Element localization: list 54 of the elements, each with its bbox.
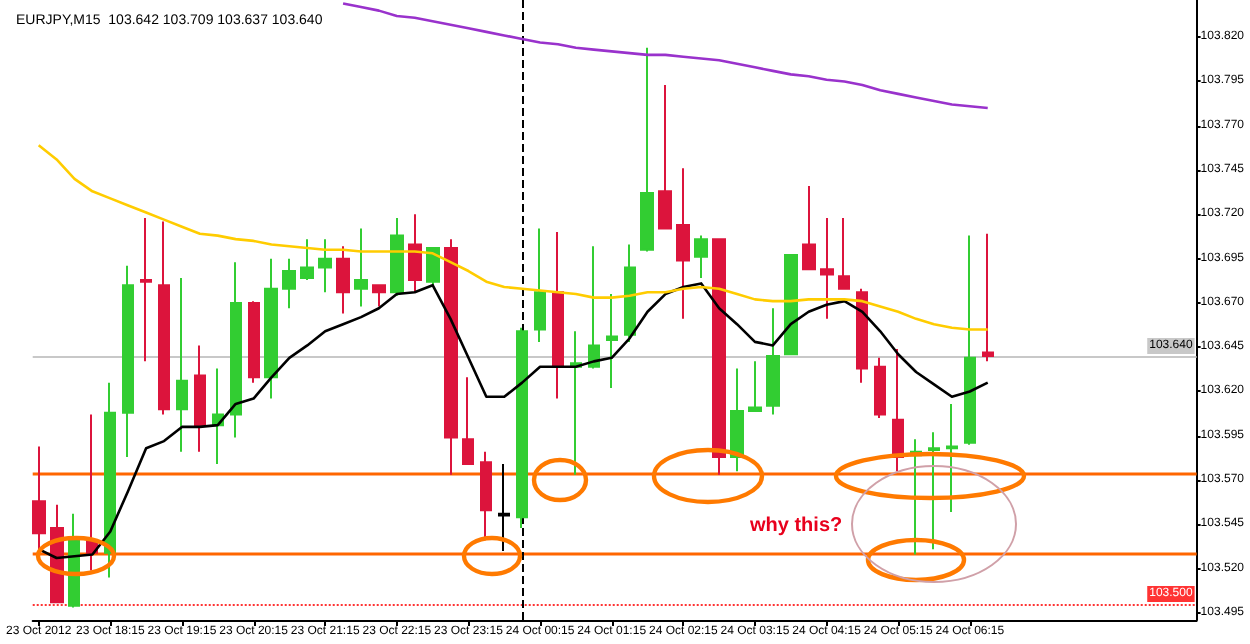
candlestick <box>892 347 904 473</box>
candlestick <box>606 293 618 389</box>
candlestick <box>856 287 868 384</box>
candlestick <box>624 243 636 343</box>
candlestick <box>86 413 98 572</box>
candlestick <box>444 238 458 476</box>
candlestick <box>480 450 492 542</box>
candlestick <box>712 238 726 476</box>
candlestick <box>230 261 242 439</box>
candlestick <box>766 307 780 416</box>
candlestick <box>248 300 260 384</box>
candlestick <box>874 356 886 420</box>
candlestick <box>176 277 188 453</box>
candlestick <box>32 445 46 552</box>
candlestick <box>372 284 386 308</box>
candlestick <box>964 234 976 446</box>
candlestick <box>570 330 582 476</box>
candlestick <box>462 376 474 466</box>
candlestick <box>282 257 296 310</box>
candlestick <box>122 264 134 459</box>
candlestick <box>426 247 440 287</box>
candlestick <box>748 360 762 412</box>
candlestick <box>408 213 422 294</box>
annotation: why this? <box>748 515 843 537</box>
candlestick <box>658 84 672 230</box>
candlestick <box>928 431 940 551</box>
candlestick <box>784 254 798 356</box>
candlestick <box>498 463 510 552</box>
candlestick <box>534 227 546 343</box>
line-series <box>37 143 990 331</box>
candlestick <box>640 46 654 253</box>
candlestick <box>140 216 152 363</box>
candlestick <box>694 234 708 280</box>
candlestick <box>820 216 834 320</box>
candlestick <box>194 344 206 453</box>
candlestick <box>516 326 528 529</box>
candlestick <box>158 220 170 416</box>
candlestick <box>588 245 600 370</box>
candlestick <box>676 167 690 320</box>
candlestick <box>802 185 816 271</box>
candlestick <box>318 238 332 294</box>
candlestick <box>104 381 116 579</box>
candlestick <box>212 367 224 466</box>
candlestick <box>982 232 994 363</box>
candlestick <box>946 402 958 513</box>
candlestick <box>390 216 404 297</box>
candlestick <box>264 257 278 400</box>
candlestick <box>730 367 744 473</box>
candlestick <box>354 227 368 308</box>
candlestick <box>552 231 564 400</box>
candlestick <box>300 238 314 281</box>
candlestick <box>838 216 850 290</box>
line-series <box>341 2 990 110</box>
candlestick <box>336 245 350 315</box>
